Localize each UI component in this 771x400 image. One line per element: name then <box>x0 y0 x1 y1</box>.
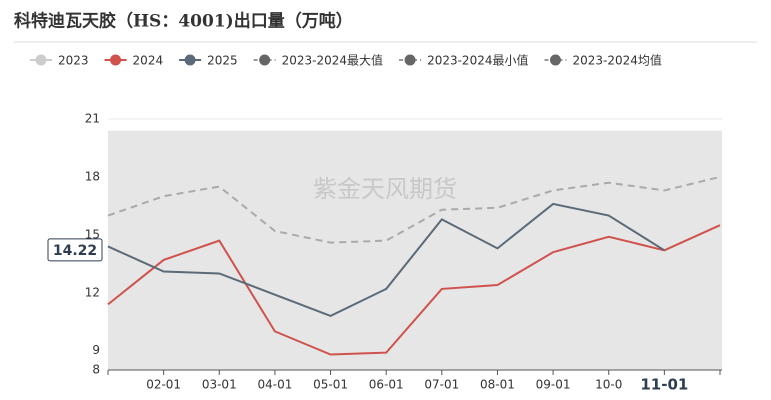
legend-item[interactable]: 2024 <box>104 54 164 68</box>
series-line <box>107 175 721 244</box>
legend-item[interactable]: 2025 <box>179 54 238 68</box>
watermark: 紫金天风期货 <box>313 175 457 203</box>
x-tick-label: 04-01 <box>257 378 292 392</box>
pointer-label: 14.22 <box>53 243 97 259</box>
legend-dot <box>35 54 47 66</box>
y-tick-label: 9 <box>92 343 100 357</box>
x-tick-label: 09-01 <box>536 378 571 392</box>
y-tick-label: 21 <box>85 112 100 126</box>
series-line <box>107 224 721 356</box>
legend-label: 2025 <box>207 54 238 68</box>
legend-dot <box>110 54 122 66</box>
y-tick-label: 15 <box>85 227 100 241</box>
y-tick-label: 18 <box>85 169 100 183</box>
legend-dot <box>404 54 416 66</box>
x-tick-label: 07-01 <box>424 378 459 392</box>
x-tick-label: 05-01 <box>313 378 348 392</box>
x-tick-label: 08-01 <box>480 378 515 392</box>
legend-label: 2023-2024均值 <box>572 53 661 68</box>
legend-item[interactable]: 2023-2024最大值 <box>253 53 383 68</box>
y-tick-label: 12 <box>85 285 100 299</box>
max-area <box>108 130 722 370</box>
legend-dot <box>184 54 196 66</box>
y-tick-label: 8 <box>92 363 100 377</box>
legend-dot <box>259 54 271 66</box>
legend-label: 2023 <box>58 54 89 68</box>
legend-dot <box>549 54 561 66</box>
x-tick-label: 03-01 <box>202 378 237 392</box>
legend-item[interactable]: 2023-2024均值 <box>544 53 662 68</box>
legend-label: 2023-2024最大值 <box>282 53 383 68</box>
legend-label: 2024 <box>133 54 164 68</box>
x-tick-label: 06-01 <box>369 378 404 392</box>
legend-item[interactable]: 2023-2024最小值 <box>399 53 528 68</box>
x-tick-label: 02-01 <box>146 378 181 392</box>
series-line <box>107 202 665 318</box>
legend-item[interactable]: 2023 <box>30 54 89 68</box>
pointer-box <box>47 238 103 262</box>
chart-title: 科特迪瓦天胶（HS：4001)出口量（万吨） <box>14 11 353 32</box>
legend-label: 2023-2024最小值 <box>427 53 528 68</box>
x-tick-label: 11-01 <box>640 376 688 394</box>
x-tick-label: 10-0 <box>595 378 622 392</box>
